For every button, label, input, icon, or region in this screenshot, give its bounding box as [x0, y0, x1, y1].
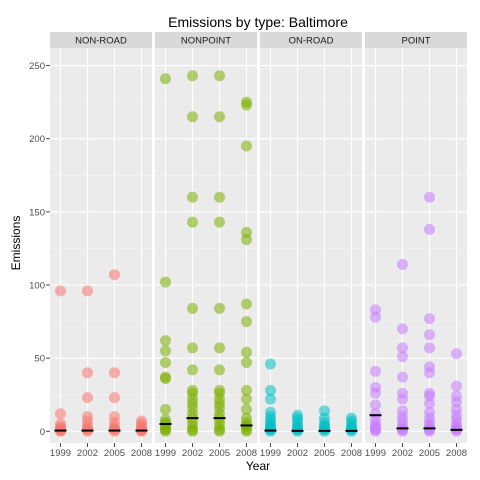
data-point	[397, 372, 408, 383]
data-point	[187, 111, 198, 122]
y-tick-label: 150	[29, 207, 45, 218]
data-point	[241, 357, 252, 368]
data-point	[187, 303, 198, 314]
y-axis: 0 50 100 150 200 250	[29, 61, 50, 438]
facet-strip-label: NON-ROAD	[75, 36, 127, 47]
x-tick-label: 2002	[287, 448, 308, 459]
facet-panel: POINT 1999 2002 2005 2008	[365, 32, 467, 459]
data-point	[214, 111, 225, 122]
panel-background	[50, 48, 152, 443]
data-point	[160, 404, 171, 415]
x-tick-label: 2002	[182, 448, 203, 459]
x-tick-label: 1999	[260, 448, 281, 459]
data-point	[241, 394, 252, 405]
x-axis-title: Year	[246, 459, 270, 473]
data-point	[397, 351, 408, 362]
data-point	[109, 269, 120, 280]
chart-title: Emissions by type: Baltimore	[168, 14, 348, 30]
data-point	[187, 217, 198, 228]
x-tick-label: 2005	[104, 448, 125, 459]
data-point	[187, 342, 198, 353]
data-point	[397, 259, 408, 270]
y-tick-label: 200	[29, 134, 45, 145]
y-tick-label: 250	[29, 61, 45, 72]
facet-panel: ON-ROAD 1999 2002 2005 2008	[260, 32, 362, 459]
data-point	[82, 367, 93, 378]
data-point	[424, 342, 435, 353]
x-tick-label: 2005	[419, 448, 440, 459]
data-point	[187, 364, 198, 375]
data-point	[424, 192, 435, 203]
data-point	[424, 367, 435, 378]
data-point	[82, 285, 93, 296]
data-point	[160, 373, 171, 384]
x-tick-label: 1999	[155, 448, 176, 459]
data-point	[214, 364, 225, 375]
x-tick-label: 1999	[50, 448, 71, 459]
data-point	[160, 426, 171, 437]
x-tick-label: 2008	[131, 448, 152, 459]
data-point	[397, 394, 408, 405]
x-tick-label: 2008	[236, 448, 257, 459]
data-point	[424, 313, 435, 324]
panel-background	[260, 48, 362, 443]
data-point	[160, 335, 171, 346]
data-point	[241, 100, 252, 111]
y-axis-title: Emissions	[9, 216, 23, 271]
facet-strip-label: ON-ROAD	[289, 36, 334, 47]
data-point	[265, 359, 276, 370]
x-tick-label: 2002	[392, 448, 413, 459]
data-point	[214, 426, 225, 437]
x-tick-label: 2002	[77, 448, 98, 459]
data-point	[241, 234, 252, 245]
data-point	[451, 380, 462, 391]
data-point	[55, 285, 66, 296]
x-tick-label: 2008	[341, 448, 362, 459]
data-point	[241, 316, 252, 327]
facet-panels: NON-ROAD 1999 2002 2005 2008 NONPOINT 1999 2002…	[50, 32, 467, 459]
y-tick-label: 50	[34, 354, 45, 365]
data-point	[187, 192, 198, 203]
data-point	[370, 366, 381, 377]
data-point	[241, 299, 252, 310]
data-point	[370, 312, 381, 323]
data-point	[160, 357, 171, 368]
data-point	[187, 426, 198, 437]
data-point	[214, 70, 225, 81]
facet-strip-label: POINT	[401, 36, 430, 47]
data-point	[82, 392, 93, 403]
facet-panel: NON-ROAD 1999 2002 2005 2008	[50, 32, 152, 459]
data-point	[397, 323, 408, 334]
facet-panel: NONPOINT 1999 2002 2005 2008	[155, 32, 257, 459]
data-point	[160, 345, 171, 356]
data-point	[424, 224, 435, 235]
data-point	[160, 73, 171, 84]
data-point	[241, 426, 252, 437]
data-point	[241, 347, 252, 358]
data-point	[265, 394, 276, 405]
data-point	[451, 426, 462, 437]
data-point	[160, 277, 171, 288]
data-point	[214, 342, 225, 353]
y-tick-label: 0	[40, 427, 45, 438]
x-tick-label: 2005	[209, 448, 230, 459]
data-point	[370, 388, 381, 399]
data-point	[214, 303, 225, 314]
data-point	[370, 426, 381, 437]
x-tick-label: 2005	[314, 448, 335, 459]
data-point	[55, 408, 66, 419]
x-tick-label: 1999	[365, 448, 386, 459]
data-point	[424, 329, 435, 340]
data-point	[214, 217, 225, 228]
data-point	[109, 367, 120, 378]
data-point	[241, 141, 252, 152]
facet-strip-label: NONPOINT	[181, 36, 231, 47]
data-point	[109, 392, 120, 403]
data-point	[187, 70, 198, 81]
y-tick-label: 100	[29, 281, 45, 292]
data-point	[451, 348, 462, 359]
data-point	[214, 192, 225, 203]
x-tick-label: 2008	[446, 448, 467, 459]
